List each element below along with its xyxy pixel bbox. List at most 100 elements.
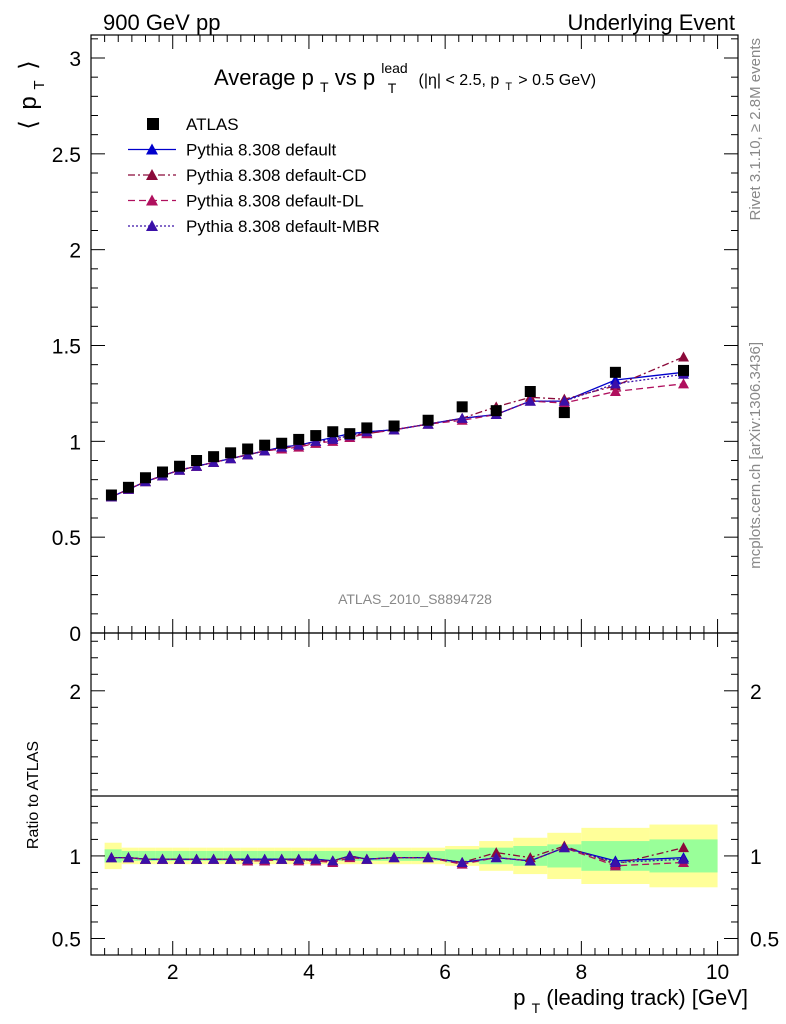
x-tick-label: 6 (439, 961, 451, 984)
mc-point (609, 386, 621, 396)
mc-point (678, 351, 690, 362)
ylabel-open: ⟨ (15, 120, 42, 129)
main-y-tick-label: 0 (69, 623, 81, 646)
ylabel-sub: T (31, 80, 48, 89)
atlas-point (327, 426, 339, 438)
title-cut-sub: T (505, 81, 512, 93)
title-cut1: (|η| < 2.5, p (418, 72, 499, 89)
header-right: Underlying Event (567, 10, 735, 35)
xlabel-rest: (leading track) [GeV] (546, 985, 748, 1010)
ratio-point (678, 853, 690, 864)
ratio-band-inner (291, 850, 309, 861)
ratio-point (139, 853, 151, 864)
atlas-point (310, 430, 322, 442)
ratio-point (524, 855, 536, 866)
mc-point (456, 412, 468, 423)
atlas-point (558, 407, 570, 419)
title-pre: Average p (214, 65, 314, 90)
ratio-point (344, 850, 356, 861)
rivet-label: Rivet 3.1.10, ≥ 2.8M events (747, 38, 764, 221)
ratio-point (293, 853, 305, 864)
title-cut2: > 0.5 GeV) (518, 72, 596, 89)
x-tick-label: 4 (303, 961, 315, 984)
ratio-point (310, 853, 322, 864)
atlas-point (157, 466, 169, 478)
ratio-point (678, 842, 690, 853)
atlas-point (456, 401, 468, 413)
main-y-label: ⟨ p T ⟩ (15, 60, 50, 129)
mc-point (678, 378, 690, 389)
svg-text:⟨ p T: ⟨ p T ⟩ (15, 60, 50, 129)
ratio-band-inner (325, 850, 343, 861)
ratio-y-tick-label-right: 1 (750, 846, 762, 869)
ratio-point (456, 857, 468, 868)
ratio-point (276, 853, 288, 864)
main-panel: 0 0.5 1 1.5 2 2.5 3 ⟨ p T ⟩ Average p T vs p l… (15, 34, 739, 646)
ratio-point (105, 852, 117, 863)
ratio-point (157, 853, 169, 864)
main-y-tick-label: 3 (69, 48, 81, 71)
x-tick-label: 8 (576, 961, 588, 984)
mcplots-label: mcplots.cern.ch [arXiv:1306.3436] (747, 342, 764, 569)
main-y-tick-label: 2.5 (52, 144, 81, 167)
ratio-panel: 0.5 1 2 0.5 1 2 2 4 6 8 10 Ratio to ATLAS p T (l… (25, 632, 779, 1016)
ratio-point (558, 842, 570, 853)
ratio-band-inner (274, 850, 292, 861)
legend-marker (146, 169, 158, 180)
ratio-y-tick-label: 2 (69, 681, 81, 704)
title-sup2: lead (381, 60, 407, 76)
ratio-y-tick-label-right: 2 (750, 681, 762, 704)
ratio-series (105, 840, 690, 871)
title-sub2: T (388, 80, 397, 96)
mc-point (609, 378, 621, 389)
atlas-point (609, 366, 621, 378)
atlas-point (208, 451, 220, 463)
ratio-band-inner (155, 850, 173, 861)
ratio-band-inner (445, 849, 480, 863)
main-ticks (91, 35, 738, 634)
ratio-y-tick-labels-right: 0.5 1 2 (750, 681, 779, 952)
ratio-y-tick-label: 0.5 (52, 928, 81, 951)
ratio-point (208, 853, 220, 864)
ratio-point (191, 853, 203, 864)
atlas-point (422, 414, 434, 426)
atlas-point (191, 455, 203, 466)
legend-label: Pythia 8.308 default-CD (186, 166, 367, 185)
legend-label: Pythia 8.308 default-DL (186, 192, 364, 211)
ratio-point (388, 852, 400, 863)
x-tick-labels: 2 4 6 8 10 (167, 961, 729, 984)
title-sub1: T (320, 79, 329, 95)
ratio-y-label: Ratio to ATLAS (25, 741, 42, 849)
ratio-point (361, 853, 373, 864)
main-y-tick-label: 0.5 (52, 527, 81, 550)
ratio-point (327, 855, 339, 866)
ratio-band-inner (206, 850, 224, 861)
ratio-point (259, 853, 271, 864)
ratio-band-inner (223, 850, 241, 861)
ratio-point (122, 852, 134, 863)
atlas-point (361, 422, 373, 434)
atlas-point (490, 405, 502, 417)
atlas-point (105, 489, 117, 501)
ratio-point (225, 853, 237, 864)
x-tick-label: 10 (706, 961, 729, 984)
legend-label: ATLAS (186, 115, 239, 134)
ratio-y-tick-labels: 0.5 1 2 (52, 681, 81, 952)
atlas-point (524, 386, 536, 397)
header-left: 900 GeV pp (103, 10, 220, 35)
atlas-point (174, 460, 186, 472)
main-y-tick-labels: 0 0.5 1 1.5 2 2.5 3 (52, 48, 81, 646)
ratio-band-inner (172, 850, 190, 861)
legend-marker (146, 194, 158, 206)
legend-marker (146, 143, 158, 155)
ratio-frame (90, 632, 739, 956)
atlas-point (139, 472, 151, 484)
atlas-point (678, 364, 690, 376)
series-line (111, 373, 684, 498)
legend-marker (146, 220, 158, 231)
legend: ATLAS Pythia 8.308 default Pythia 8.308 de… (128, 115, 380, 236)
ratio-band-inner (189, 850, 207, 861)
mc-point (524, 395, 536, 406)
main-y-tick-label: 1.5 (52, 336, 81, 359)
